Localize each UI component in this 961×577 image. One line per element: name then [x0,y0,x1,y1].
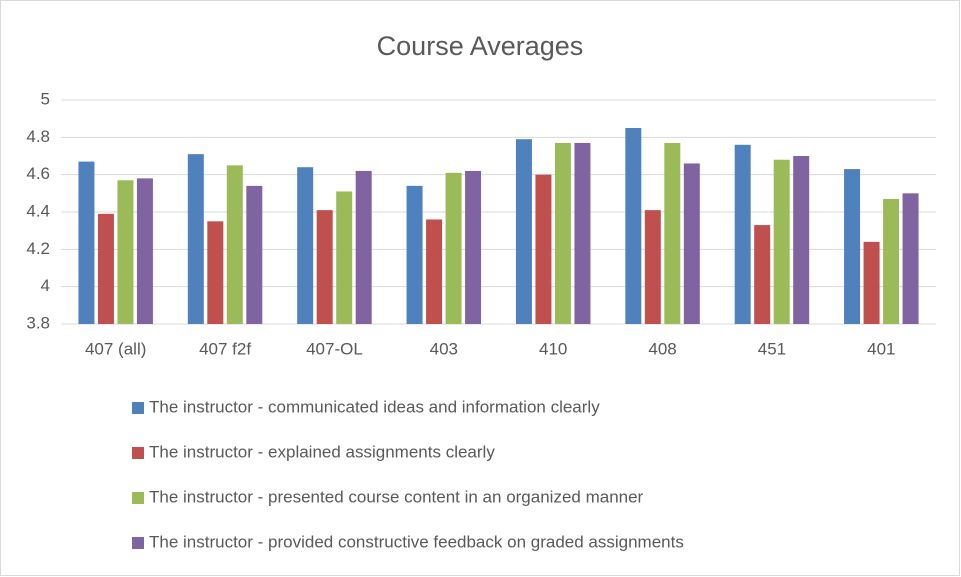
legend-swatch [132,402,144,414]
bar [625,128,642,324]
chart-title: Course Averages [377,31,584,61]
legend-label: The instructor - communicated ideas and … [149,397,600,416]
y-tick-label: 4.6 [26,164,50,183]
bar [316,210,333,324]
x-tick-label: 408 [648,339,676,358]
y-tick-label: 4 [41,276,50,295]
legend-swatch [132,537,144,549]
bar [535,174,552,324]
bar [902,193,919,324]
bar [226,165,243,324]
bar [734,144,751,324]
bar [246,185,263,324]
bar [644,210,661,324]
legend-label: The instructor - explained assignments c… [149,442,495,461]
bar [78,161,95,324]
x-tick-label: 403 [430,339,458,358]
bar [683,163,700,324]
bar [664,142,681,324]
x-tick-label: 401 [867,339,895,358]
bar [773,159,790,324]
bar [426,219,443,324]
bar [863,241,880,324]
bar [355,170,372,324]
y-tick-label: 4.2 [26,239,50,258]
legend-swatch [132,447,144,459]
x-tick-label: 451 [758,339,786,358]
legend-label: The instructor - presented course conten… [149,487,644,506]
bar [844,169,861,324]
y-tick-label: 3.8 [26,313,50,332]
x-tick-label: 407-OL [306,339,363,358]
bar [336,191,353,324]
bar [207,221,224,324]
bar [117,180,134,324]
bar [574,142,591,324]
x-tick-label: 407 f2f [199,339,251,358]
bar [465,170,482,324]
bar [793,156,810,324]
bar [883,198,900,324]
bar [554,142,571,324]
y-tick-label: 4.8 [26,127,50,146]
y-tick-label: 5 [41,89,50,108]
bar [187,154,204,324]
y-tick-label: 4.4 [26,201,50,220]
bar [136,178,153,324]
bar [406,185,423,324]
bar [515,139,532,324]
legend-swatch [132,492,144,504]
bar [297,167,314,324]
bar [445,172,462,324]
x-tick-label: 407 (all) [85,339,146,358]
bar [97,213,114,324]
bar [754,225,771,324]
x-tick-label: 410 [539,339,567,358]
legend-label: The instructor - provided constructive f… [149,532,684,551]
